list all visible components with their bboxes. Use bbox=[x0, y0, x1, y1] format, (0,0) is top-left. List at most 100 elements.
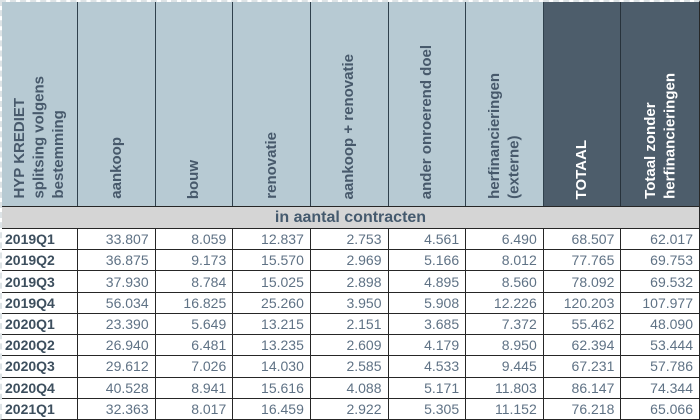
col-header-label: aankoop + renovatie bbox=[340, 53, 358, 199]
table-cell: 4.088 bbox=[311, 377, 389, 398]
col-header-label: Totaal zonder herfinancieringen bbox=[641, 73, 679, 199]
table-cell: 8.059 bbox=[156, 229, 234, 250]
table-cell: 2.753 bbox=[311, 229, 389, 250]
table-cell: 16.825 bbox=[156, 292, 234, 313]
table-row: 2020Q4 40.528 8.941 15.616 4.088 5.171 1… bbox=[2, 377, 699, 399]
table-cell: 8.560 bbox=[466, 271, 544, 292]
table-cell: 12.837 bbox=[233, 229, 311, 250]
table-cell: 55.462 bbox=[544, 313, 622, 335]
table-cell: 2.969 bbox=[311, 250, 389, 271]
table-cell: 2.151 bbox=[311, 313, 389, 335]
col-header-totaal-zonder: Totaal zonder herfinancieringen bbox=[621, 2, 699, 206]
col-header-aankoop: aankoop bbox=[78, 2, 156, 206]
table-cell: 16.459 bbox=[233, 398, 311, 419]
row-label: 2019Q3 bbox=[2, 271, 78, 292]
col-header-renovatie: renovatie bbox=[233, 2, 311, 206]
table-cell: 3.685 bbox=[389, 313, 467, 335]
col-header-label: herfinancieringen (externe) bbox=[485, 73, 523, 199]
row-label: 2019Q1 bbox=[2, 229, 78, 250]
row-label: 2019Q4 bbox=[2, 292, 78, 313]
table-cell: 78.092 bbox=[544, 271, 622, 292]
col-header-label: aankoop bbox=[107, 137, 125, 199]
table-cell: 12.226 bbox=[466, 292, 544, 313]
col-header-bouw: bouw bbox=[155, 2, 234, 206]
table-cell: 8.017 bbox=[156, 398, 234, 419]
table-cell: 15.025 bbox=[233, 271, 311, 292]
table-row: 2019Q2 36.875 9.173 15.570 2.969 5.166 8… bbox=[2, 250, 699, 272]
corner-header-cell: HYP KREDIET splitsing volgens bestemming bbox=[2, 2, 78, 206]
table-cell: 4.179 bbox=[389, 335, 467, 356]
table-cell: 11.152 bbox=[466, 398, 544, 419]
table-cell: 7.026 bbox=[156, 356, 234, 377]
table-cell: 48.090 bbox=[650, 315, 693, 332]
col-header-totaal: TOTAAL bbox=[543, 2, 622, 206]
table-cell: 6.490 bbox=[466, 229, 544, 250]
table-cell: 77.765 bbox=[544, 250, 622, 271]
table-cell: 5.166 bbox=[389, 250, 467, 271]
row-label: 2020Q4 bbox=[2, 377, 78, 398]
table-cell: 23.390 bbox=[78, 313, 156, 335]
table-cell: 57.786 bbox=[650, 358, 693, 375]
col-header-ander-onroerend-doel: ander onroerend doel bbox=[388, 2, 467, 206]
table-cell: 2.585 bbox=[311, 356, 389, 377]
table-cell: 69.532 bbox=[650, 273, 693, 290]
table-cell: 11.803 bbox=[466, 377, 544, 398]
table-cell: 8.941 bbox=[156, 377, 234, 398]
corner-header-label: HYP KREDIET splitsing volgens bestemming bbox=[11, 76, 68, 199]
table-cell: 5.171 bbox=[389, 377, 467, 398]
row-label: 2020Q2 bbox=[2, 335, 78, 356]
units-band-label: in aantal contracten bbox=[274, 208, 427, 226]
table-cell: 76.218 bbox=[544, 398, 622, 419]
table-cell: 5.649 bbox=[156, 313, 234, 335]
table-cell: 69.753 bbox=[650, 252, 693, 269]
table-cell: 5.305 bbox=[389, 398, 467, 419]
table-cell: 62.394 bbox=[544, 335, 622, 356]
table-cell: 26.940 bbox=[78, 335, 156, 356]
table-cell: 4.561 bbox=[389, 229, 467, 250]
table-row: 2019Q4 56.034 16.825 25.260 3.950 5.908 … bbox=[2, 292, 699, 314]
table-cell: 13.235 bbox=[233, 335, 311, 356]
table-cell: 56.034 bbox=[78, 292, 156, 313]
table-cell: 2.898 bbox=[311, 271, 389, 292]
table-cell: 36.875 bbox=[78, 250, 156, 271]
table-cell: 25.260 bbox=[233, 292, 311, 313]
table-cell: 120.203 bbox=[544, 292, 622, 313]
col-header-label: renovatie bbox=[262, 132, 280, 199]
row-label: 2021Q1 bbox=[2, 398, 78, 419]
table-cell: 68.507 bbox=[544, 229, 622, 250]
row-label: 2020Q3 bbox=[2, 356, 78, 377]
table-cell: 29.612 bbox=[78, 356, 156, 377]
table-cell: 62.017 bbox=[650, 231, 693, 248]
col-header-label: ander onroerend doel bbox=[418, 44, 436, 199]
table-cell: 9.445 bbox=[466, 356, 544, 377]
row-label: 2019Q2 bbox=[2, 250, 78, 271]
table-cell: 65.066 bbox=[650, 400, 693, 417]
table-cell: 13.215 bbox=[233, 313, 311, 335]
table-row: 2019Q1 33.807 8.059 12.837 2.753 4.561 6… bbox=[2, 229, 699, 251]
table-body: 2019Q1 33.807 8.059 12.837 2.753 4.561 6… bbox=[2, 229, 699, 419]
table-cell: 107.977 bbox=[642, 294, 693, 311]
table-cell: 32.363 bbox=[78, 398, 156, 419]
table-cell: 3.950 bbox=[311, 292, 389, 313]
col-header-label: TOTAAL bbox=[573, 139, 591, 199]
table-cell: 14.030 bbox=[233, 356, 311, 377]
table-cell: 86.147 bbox=[544, 377, 622, 398]
row-label: 2020Q1 bbox=[2, 313, 78, 335]
table-cell: 8.012 bbox=[466, 250, 544, 271]
table-cell: 4.895 bbox=[389, 271, 467, 292]
table-cell: 5.908 bbox=[389, 292, 467, 313]
table-cell: 6.481 bbox=[156, 335, 234, 356]
table-cell: 9.173 bbox=[156, 250, 234, 271]
col-header-herfinancieringen: herfinancieringen (externe) bbox=[466, 2, 544, 206]
table-cell: 67.231 bbox=[544, 356, 622, 377]
table-cell: 4.533 bbox=[389, 356, 467, 377]
table-row: 2020Q2 26.940 6.481 13.235 2.609 4.179 8… bbox=[2, 335, 699, 357]
table-cell: 2.922 bbox=[311, 398, 389, 419]
col-header-label: bouw bbox=[185, 159, 203, 199]
table-cell: 8.784 bbox=[156, 271, 234, 292]
table-cell: 53.444 bbox=[650, 337, 693, 354]
table-cell: 15.616 bbox=[233, 377, 311, 398]
table-cell: 37.930 bbox=[78, 271, 156, 292]
table-row: 2019Q3 37.930 8.784 15.025 2.898 4.895 8… bbox=[2, 271, 699, 293]
